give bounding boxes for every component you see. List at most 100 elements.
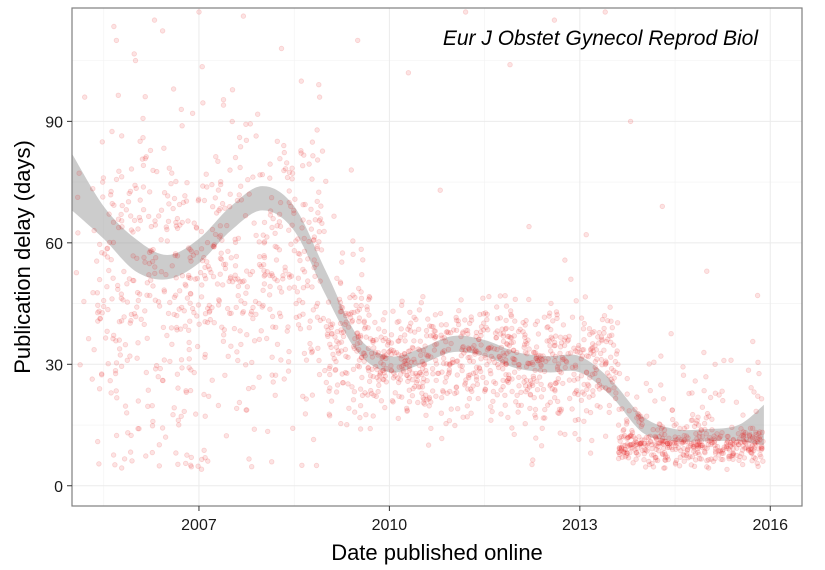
- data-point: [112, 368, 119, 374]
- data-point: [140, 206, 147, 213]
- data-point: [301, 350, 308, 357]
- data-point: [455, 318, 461, 324]
- data-point: [210, 274, 217, 280]
- data-point: [694, 443, 700, 449]
- data-point: [696, 451, 702, 458]
- data-point: [592, 364, 598, 370]
- data-point: [728, 453, 734, 459]
- data-point: [503, 361, 509, 368]
- data-point: [616, 370, 623, 377]
- data-point: [219, 200, 226, 207]
- data-point: [244, 332, 250, 338]
- data-point: [652, 398, 658, 404]
- data-point: [673, 421, 679, 427]
- data-point: [483, 324, 489, 331]
- data-point: [276, 247, 283, 253]
- data-point: [620, 442, 626, 448]
- data-point: [566, 333, 572, 339]
- data-point: [538, 443, 545, 449]
- data-point: [403, 355, 410, 361]
- data-point: [747, 437, 753, 443]
- data-point: [188, 454, 194, 461]
- data-point: [665, 444, 671, 451]
- data-point: [313, 303, 319, 309]
- data-point: [256, 336, 262, 343]
- data-point: [467, 320, 473, 326]
- data-point: [128, 311, 135, 318]
- data-point: [699, 404, 706, 410]
- data-point: [497, 331, 504, 337]
- data-point: [371, 345, 377, 351]
- data-point: [626, 433, 633, 440]
- data-point: [261, 273, 267, 279]
- data-point: [150, 283, 156, 289]
- data-point: [286, 227, 292, 233]
- x-tick-label: 2016: [752, 517, 788, 534]
- data-point: [552, 388, 558, 394]
- data-point: [410, 385, 416, 392]
- data-point: [326, 411, 332, 417]
- data-point: [755, 463, 761, 470]
- data-point: [726, 456, 732, 462]
- data-point: [603, 359, 609, 366]
- data-point: [484, 316, 490, 323]
- data-point: [396, 318, 402, 324]
- data-point: [639, 437, 645, 443]
- data-point: [586, 326, 593, 332]
- data-point: [378, 334, 384, 340]
- data-point: [753, 429, 759, 435]
- data-point: [286, 169, 293, 176]
- data-point: [647, 387, 653, 394]
- data-point: [302, 411, 309, 417]
- y-tick-label: 60: [45, 236, 63, 253]
- data-point: [215, 158, 221, 164]
- data-point: [498, 411, 504, 417]
- data-point: [91, 227, 97, 234]
- data-point: [220, 332, 227, 338]
- data-point: [225, 353, 231, 359]
- data-point: [342, 369, 349, 376]
- data-point: [740, 461, 746, 468]
- data-point: [653, 454, 659, 461]
- data-point: [596, 386, 603, 392]
- data-point: [281, 149, 287, 156]
- data-point: [269, 372, 275, 378]
- data-point: [554, 379, 560, 385]
- data-point: [431, 347, 438, 353]
- data-point: [267, 161, 273, 167]
- data-point: [399, 298, 405, 304]
- data-point: [268, 194, 275, 201]
- data-point: [350, 343, 357, 350]
- data-point: [515, 402, 521, 409]
- data-point: [653, 435, 659, 441]
- data-point: [264, 234, 270, 240]
- data-point: [256, 374, 262, 380]
- data-point: [649, 446, 655, 452]
- data-point: [688, 462, 694, 468]
- data-point: [565, 337, 572, 343]
- data-point: [438, 322, 445, 328]
- data-point: [126, 276, 133, 282]
- data-point: [667, 439, 674, 446]
- data-point: [752, 440, 758, 446]
- data-point: [414, 377, 421, 384]
- data-point: [136, 214, 143, 221]
- data-point: [446, 418, 453, 424]
- data-point: [549, 351, 556, 357]
- data-point: [389, 398, 396, 404]
- data-point: [632, 406, 638, 412]
- confidence-band-layer: [72, 153, 764, 446]
- data-point: [276, 310, 283, 316]
- data-point: [277, 223, 284, 230]
- data-point: [609, 379, 616, 385]
- data-point: [741, 438, 748, 445]
- data-point: [504, 378, 510, 384]
- data-point: [608, 354, 614, 360]
- data-point: [513, 399, 519, 405]
- data-point: [421, 376, 427, 382]
- data-point: [118, 295, 124, 301]
- data-point: [255, 111, 261, 117]
- data-point: [197, 269, 204, 276]
- data-point: [425, 316, 431, 322]
- data-point: [337, 320, 344, 327]
